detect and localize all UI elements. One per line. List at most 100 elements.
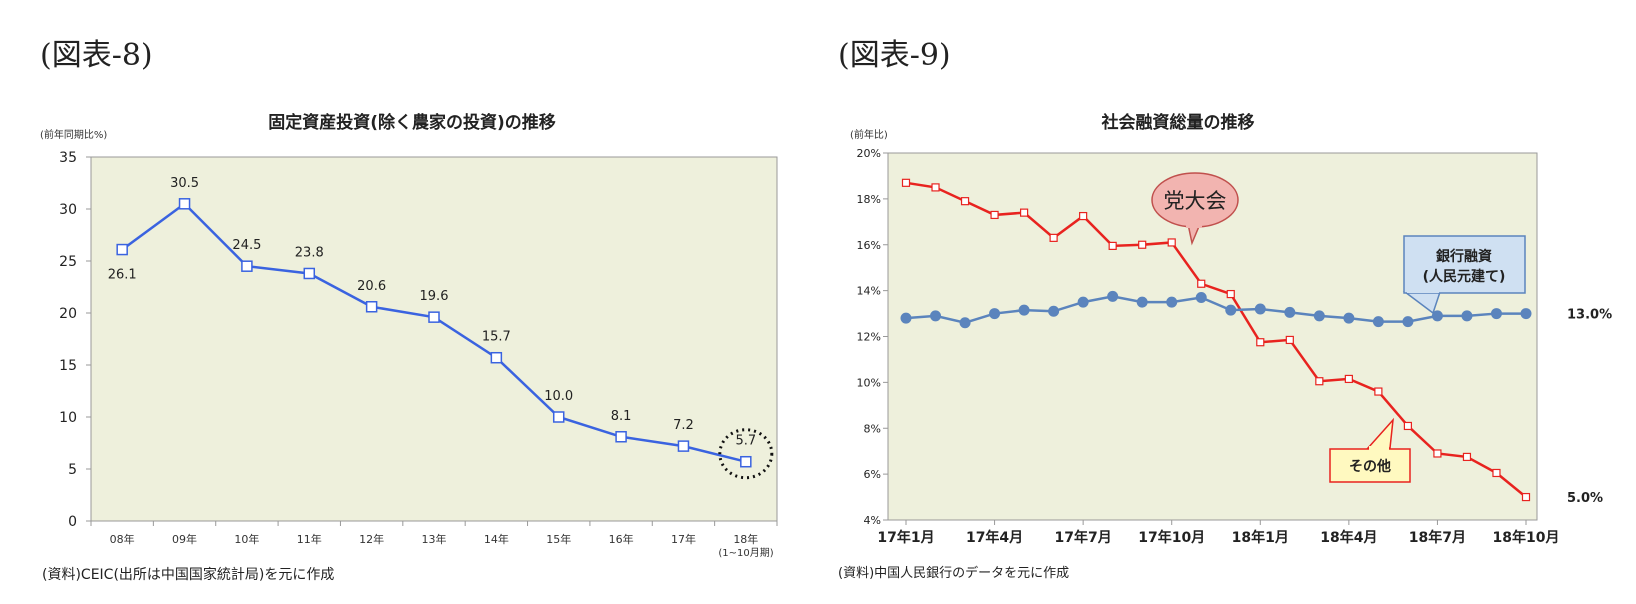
chart1-data-label: 7.2 xyxy=(673,418,694,433)
chart1-x-tick-label: 17年 xyxy=(671,532,696,546)
chart1-series: 26.1 30.5 24.5 23.8 20.6 19.6 15.7 10.0 8.1 7.2 5.… xyxy=(108,176,756,468)
chart2-point xyxy=(960,197,970,206)
chart1-y-tick-label: 30 xyxy=(59,202,77,218)
chart2-point xyxy=(1225,304,1237,316)
chart1-y-tick-label: 0 xyxy=(68,514,77,530)
chart2-x-tick-label: 17年4月 xyxy=(966,529,1023,546)
chart1-point xyxy=(677,440,690,452)
chart1-data-label: 30.5 xyxy=(170,176,199,191)
chart1-point xyxy=(303,267,316,280)
chart2-point xyxy=(989,308,1001,320)
chart2-y-tick-label: 20% xyxy=(857,147,881,160)
chart2-point xyxy=(1195,292,1207,304)
chart1-y-tick-label: 20 xyxy=(59,306,77,322)
chart1-x-tick-label: 15年 xyxy=(546,532,571,546)
chart1-x-axis: 08年 09年 10年 11年 12年 13年 14年 15年 16年 17年 18年 xyxy=(90,521,778,546)
chart2-point xyxy=(990,210,999,220)
chart2-point xyxy=(1520,308,1532,320)
chart2-point xyxy=(1374,387,1383,396)
chart1-unit-label: (前年同期比%) xyxy=(40,128,107,141)
chart2-bank-callout: 銀行融資 (人民元建て) xyxy=(1402,235,1526,315)
chart2-y-tick-label: 4% xyxy=(864,514,881,527)
chart2-point xyxy=(1197,279,1206,288)
chart2-point xyxy=(1461,310,1473,322)
chart2-point xyxy=(1136,296,1148,308)
chart2-event-callout: 党大会 xyxy=(1151,172,1239,246)
chart2-x-axis: 17年1月 17年4月 17年7月 17年10月 18年1月 18年4月 18年7月 18年1… xyxy=(877,520,1559,546)
chart1-y-axis: 0 5 10 15 20 25 30 35 xyxy=(59,150,91,530)
chart1-data-label: 5.7 xyxy=(735,434,756,449)
chart1-x-tick-label: 13年 xyxy=(422,532,447,546)
chart2-point xyxy=(1462,452,1472,462)
chart2-point xyxy=(1490,308,1502,320)
chart2-source: (資料)中国人民銀行のデータを元に作成 xyxy=(838,566,1070,581)
chart1-y-tick-label: 35 xyxy=(59,150,77,166)
chart1-x-tick-label: 16年 xyxy=(609,532,634,546)
chart1-x-tick-label: 10年 xyxy=(234,532,259,546)
chart2-point xyxy=(1138,240,1147,249)
chart2-x-tick-label: 18年1月 xyxy=(1232,529,1289,546)
chart1-x-tick-label: 14年 xyxy=(484,532,509,546)
chart2-y-tick-label: 12% xyxy=(857,331,881,344)
chart1-point xyxy=(740,455,752,468)
chart1-y-tick-label: 5 xyxy=(68,462,77,478)
chart2-point xyxy=(1254,303,1266,315)
chart2-point xyxy=(1431,310,1443,322)
chart2-point xyxy=(1313,310,1325,322)
chart2-point xyxy=(1077,296,1089,308)
chart2-point xyxy=(1018,304,1030,316)
chart2-x-tick-label: 18年10月 xyxy=(1493,529,1560,546)
chart2-point xyxy=(1344,374,1353,384)
chart2-point xyxy=(1167,238,1176,247)
chart2-end-label: 5.0% xyxy=(1567,491,1603,506)
chart1-data-label: 19.6 xyxy=(420,289,449,304)
chart2-end-label: 13.0% xyxy=(1567,308,1612,323)
chart2-other-label: その他 xyxy=(1349,458,1391,475)
chart2-point xyxy=(931,183,940,192)
chart2-y-tick-label: 14% xyxy=(857,285,881,298)
chart2-y-tick-label: 18% xyxy=(857,193,881,206)
chart2-point xyxy=(1079,211,1088,221)
chart1-point xyxy=(428,311,440,323)
chart2-point xyxy=(1108,241,1117,250)
chart1-y-tick-label: 10 xyxy=(59,410,77,426)
chart1-source: (資料)CEIC(出所は中国国家統計局)を元に作成 xyxy=(42,567,335,583)
chart2-series-line xyxy=(905,181,1527,499)
chart2-point xyxy=(1166,296,1178,308)
chart2-event-label: 党大会 xyxy=(1164,189,1227,213)
chart1-point xyxy=(178,198,191,210)
chart2-x-tick-label: 18年7月 xyxy=(1409,529,1466,546)
chart2-y-tick-label: 16% xyxy=(857,239,881,252)
figure-8-label: (図表-8) xyxy=(40,38,153,73)
chart1-data-label: 15.7 xyxy=(482,330,511,345)
chart2-point xyxy=(1019,208,1029,217)
chart2-point xyxy=(930,310,942,322)
chart1-x-tick-label: 09年 xyxy=(172,532,197,546)
chart1-x-tick-label: 11年 xyxy=(297,532,322,546)
chart1-highlight-circle xyxy=(718,428,774,480)
chart1-data-label: 20.6 xyxy=(357,279,386,294)
chart1-data-label: 24.5 xyxy=(232,238,261,253)
chart1-point xyxy=(116,243,128,256)
chart2-point xyxy=(1343,312,1355,324)
chart2-series: 5.0% 13.0% xyxy=(900,178,1612,506)
chart2-point xyxy=(1521,492,1531,502)
chart2-point xyxy=(1285,335,1294,345)
chart2-title: 社会融資総量の推移 xyxy=(1101,112,1255,133)
chart2-point xyxy=(900,312,912,324)
chart2-point xyxy=(1402,316,1414,328)
chart1-point xyxy=(615,431,627,443)
chart1-category-note: (1~10月期) xyxy=(718,547,773,559)
chart1-plot-area xyxy=(90,156,778,522)
chart2-y-axis: 4% 6% 8% 10% 12% 14% 16% 18% 20% xyxy=(857,147,888,527)
chart1-y-tick-label: 25 xyxy=(59,254,77,270)
chart1-point xyxy=(241,260,253,272)
chart2-point xyxy=(1107,290,1119,302)
chart1-x-tick-label: 18年 xyxy=(733,532,758,546)
chart2-bank-label-line: 銀行融資 xyxy=(1436,248,1492,265)
chart2-point xyxy=(1256,338,1265,347)
chart1-data-label: 26.1 xyxy=(108,268,137,283)
chart1-y-tick-label: 15 xyxy=(59,358,77,374)
chart2-point xyxy=(959,317,971,329)
